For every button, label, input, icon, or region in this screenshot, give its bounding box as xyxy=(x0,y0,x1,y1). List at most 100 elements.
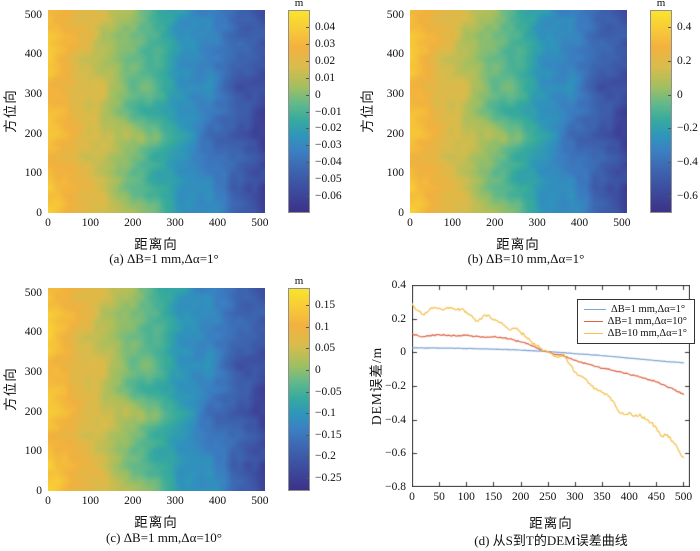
x-axis-label-b: 距离向 xyxy=(496,237,540,252)
colorbar-tick-mark xyxy=(306,434,309,436)
x-tick-label: 300 xyxy=(166,217,184,229)
colorbar-tick-mark xyxy=(668,26,671,28)
y-tick-label: 0 xyxy=(36,207,42,219)
y-tick-label: 200 xyxy=(24,405,42,418)
y-tick-label: 300 xyxy=(24,366,42,379)
colorbar-tick-label: −0.2 xyxy=(677,122,698,135)
colorbar-tick-mark xyxy=(306,26,309,28)
x-tick-label: 450 xyxy=(647,491,665,503)
colorbar-tick-label: −0.15 xyxy=(315,428,342,441)
y-tick-label: 200 xyxy=(24,127,42,140)
colorbar-tick-label: −0.06 xyxy=(315,190,342,203)
colorbar-tick-mark xyxy=(306,348,309,350)
y-tick-label: −0.2 xyxy=(385,380,406,392)
caption-b: (b) ΔB=10 mm,Δα=1° xyxy=(467,251,585,266)
colorbar-tick-mark xyxy=(668,128,671,130)
legend-line-swatch xyxy=(584,308,606,310)
colorbar-tick-mark xyxy=(306,179,309,181)
colorbar-tick-mark xyxy=(306,370,309,372)
y-tick-label: 300 xyxy=(24,88,42,101)
legend-line-swatch xyxy=(584,333,603,335)
colorbar-tick-mark xyxy=(306,162,309,164)
colorbar-tick-label: 0.2 xyxy=(677,54,692,67)
colorbar-tick-mark xyxy=(306,391,309,393)
x-tick-label: 300 xyxy=(166,495,184,507)
colorbar-a xyxy=(288,10,310,213)
colorbar-tick-mark xyxy=(306,60,309,62)
colorbar-tick-label: 0.4 xyxy=(677,20,692,33)
colorbar-tick-label: 0.03 xyxy=(315,37,336,50)
y-tick-label: 400 xyxy=(386,48,404,61)
x-tick-label: 100 xyxy=(81,495,99,507)
y-tick-label: 0 xyxy=(400,346,406,359)
y-tick-label: −0.6 xyxy=(385,447,406,460)
x-tick-label: 200 xyxy=(486,217,504,229)
colorbar-tick-mark xyxy=(306,77,309,79)
x-axis-label-c: 距离向 xyxy=(134,515,178,530)
y-tick-label: 300 xyxy=(386,88,404,101)
y-tick-label: 100 xyxy=(24,167,42,180)
colorbar-tick-label: −0.01 xyxy=(315,105,342,118)
colorbar-tick-label: 0.15 xyxy=(315,299,336,312)
x-tick-label: 100 xyxy=(443,217,461,229)
x-tick-label: 400 xyxy=(620,491,638,503)
heatmap-canvas-c xyxy=(48,288,265,491)
legend-line-swatch xyxy=(584,320,603,322)
y-tick-label: 500 xyxy=(24,286,42,299)
colorbar-tick-mark xyxy=(668,60,671,62)
colorbar-tick-label: 0.01 xyxy=(315,71,336,84)
caption-a: (a) ΔB=1 mm,Δα=1° xyxy=(109,251,219,266)
legend-item: ΔB=1 mm,Δα=1° xyxy=(584,303,687,315)
x-tick-label: 0 xyxy=(45,217,51,229)
x-tick-label: 400 xyxy=(208,217,227,229)
x-tick-label: 250 xyxy=(539,491,557,503)
heatmap-canvas-b xyxy=(410,10,627,213)
legend-item: ΔB=10 mm,Δα=1° xyxy=(584,328,687,340)
colorbar-tick-label: −0.04 xyxy=(315,156,342,169)
y-tick-label: 400 xyxy=(24,48,42,61)
y-tick-label: 400 xyxy=(24,326,42,339)
colorbar-tick-mark xyxy=(306,94,309,96)
x-tick-label: 500 xyxy=(251,217,269,229)
colorbar-tick-mark xyxy=(306,456,309,458)
colorbar-tick-label: −0.1 xyxy=(315,407,336,420)
x-tick-label: 400 xyxy=(570,217,589,229)
colorbar-tick-label: −0.25 xyxy=(315,472,342,485)
colorbar-c xyxy=(288,288,310,491)
colorbar-tick-label: 0 xyxy=(677,88,683,101)
colorbar-tick-mark xyxy=(306,478,309,480)
colorbar-tick-label: −0.6 xyxy=(677,190,698,203)
caption-d: (d) 从S到T的DEM误差曲线 xyxy=(474,533,628,548)
colorbar-tick-mark xyxy=(306,43,309,45)
colorbar-tick-label: −0.02 xyxy=(315,122,342,135)
y-tick-label: 0.2 xyxy=(391,312,406,325)
legend-label: ΔB=10 mm,Δα=1° xyxy=(607,328,687,340)
x-tick-label: 0 xyxy=(409,491,415,503)
colorbar-tick-label: 0.04 xyxy=(315,20,336,33)
colorbar-tick-mark xyxy=(306,128,309,130)
x-tick-label: 0 xyxy=(407,217,413,229)
colorbar-tick-label: −0.03 xyxy=(315,139,342,152)
colorbar-tick-mark xyxy=(668,94,671,96)
x-tick-label: 50 xyxy=(433,491,445,503)
y-tick-label: 0.4 xyxy=(391,279,406,291)
x-tick-label: 300 xyxy=(528,217,546,229)
x-tick-label: 200 xyxy=(124,495,142,507)
x-tick-label: 200 xyxy=(124,217,142,229)
x-tick-label: 0 xyxy=(45,495,51,507)
colorbar-unit-b: m xyxy=(656,0,666,9)
x-tick-label: 100 xyxy=(457,491,475,503)
x-axis-label-d: 距离向 xyxy=(529,516,573,531)
legend-label: ΔB=1 mm,Δα=10° xyxy=(607,315,687,327)
colorbar-tick-mark xyxy=(306,413,309,415)
x-tick-label: 100 xyxy=(81,217,99,229)
legend-item: ΔB=1 mm,Δα=10° xyxy=(584,315,687,327)
legend-label: ΔB=1 mm,Δα=1° xyxy=(611,303,686,315)
y-tick-label: 100 xyxy=(386,167,404,180)
colorbar-tick-mark xyxy=(306,326,309,328)
colorbar-tick-mark xyxy=(306,305,309,307)
x-axis-label-a: 距离向 xyxy=(134,237,178,252)
colorbar-unit-c: m xyxy=(294,275,304,287)
colorbar-tick-mark xyxy=(306,196,309,198)
